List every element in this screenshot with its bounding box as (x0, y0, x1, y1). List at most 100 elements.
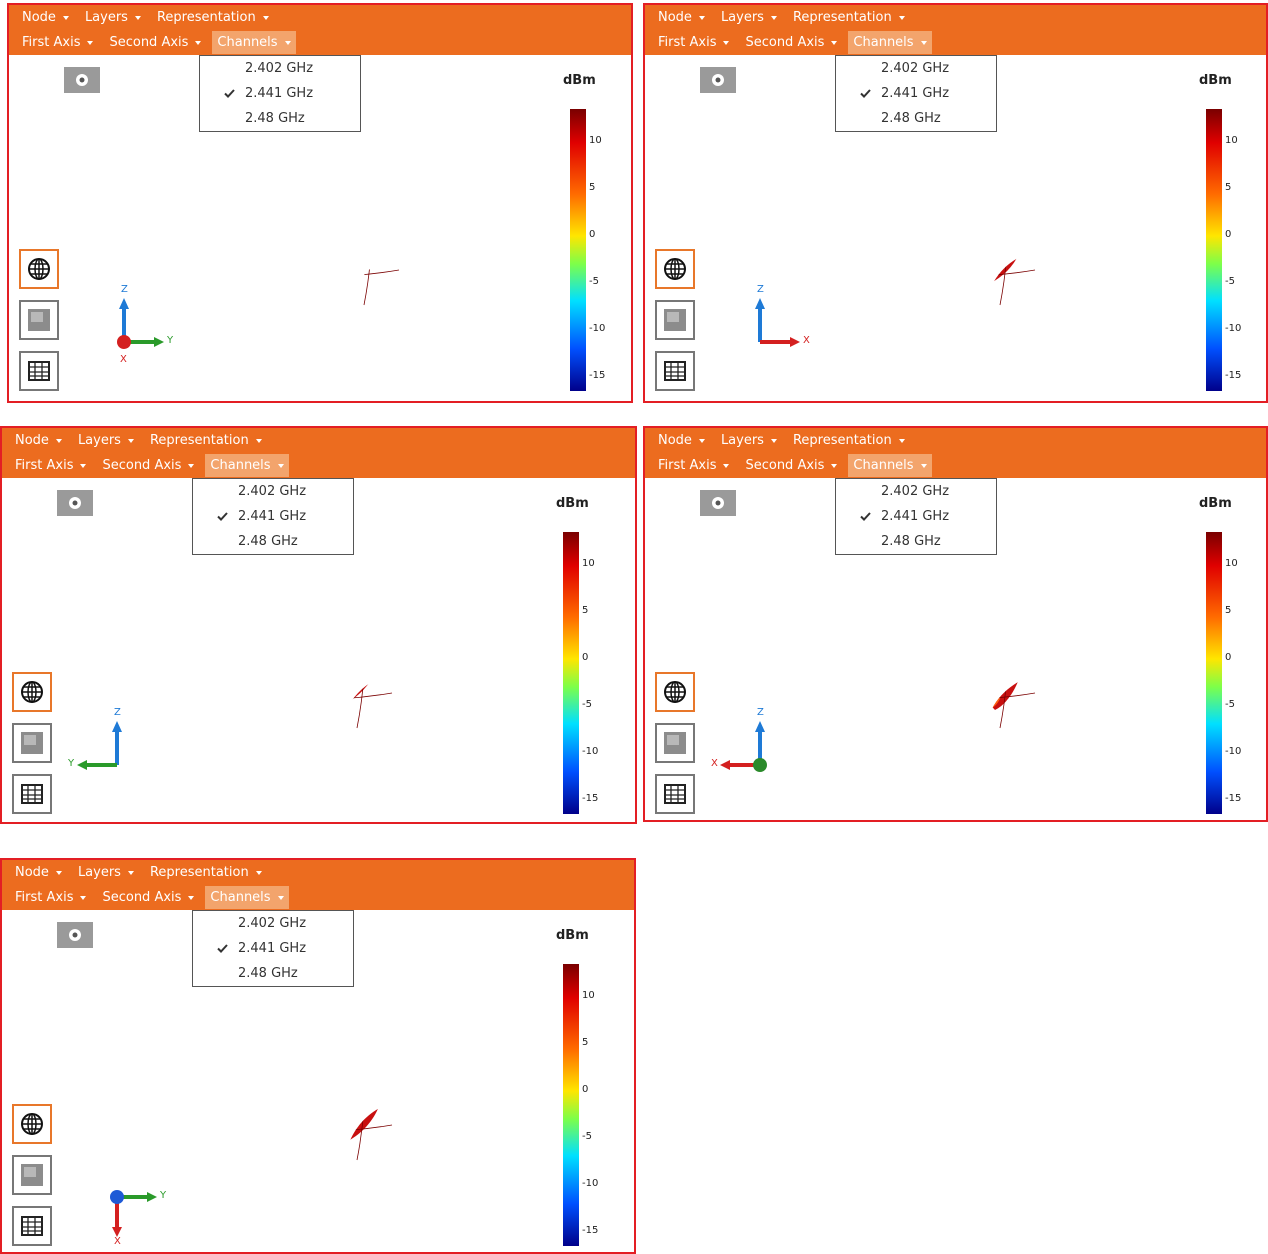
pattern-patch (316, 1080, 368, 1120)
surface-icon (20, 731, 44, 755)
table-button[interactable] (19, 351, 59, 391)
colorbar-tick: 10 (1225, 135, 1238, 146)
axis-label: Z (757, 284, 764, 295)
table-button[interactable] (12, 1206, 52, 1246)
surface-button[interactable] (655, 723, 695, 763)
menu-button[interactable]: Layers (716, 6, 782, 29)
channel-option[interactable]: 2.402 GHz (836, 479, 996, 504)
menu-button[interactable]: Second Axis (104, 31, 206, 54)
settings-button[interactable] (57, 490, 93, 516)
colorbar-tick: -10 (582, 746, 598, 757)
pattern-body (885, 582, 1025, 710)
menu-button[interactable]: Representation (788, 429, 910, 452)
globe-icon (663, 680, 687, 704)
gear-hole (73, 933, 78, 938)
settings-button[interactable] (700, 67, 736, 93)
settings-button[interactable] (700, 490, 736, 516)
menu-button[interactable]: Node (10, 861, 67, 884)
dropdown-arrow (263, 16, 269, 20)
colorbar-tick: -5 (582, 699, 592, 710)
menu-row: First Axis Second Axis Channels (653, 453, 938, 478)
settings-button[interactable] (64, 67, 100, 93)
menu-button[interactable]: First Axis (17, 31, 98, 54)
menu-label: Layers (78, 865, 121, 880)
surface-button[interactable] (655, 300, 695, 340)
table-button[interactable] (655, 774, 695, 814)
menu-label: Second Axis (745, 35, 824, 50)
menu-button[interactable]: Representation (145, 429, 267, 452)
menu-button[interactable]: Second Axis (740, 454, 842, 477)
table-button[interactable] (655, 351, 695, 391)
colorbar-tick: -5 (589, 276, 599, 287)
table-button[interactable] (12, 774, 52, 814)
menu-button[interactable]: Node (17, 6, 74, 29)
menu-button[interactable]: First Axis (653, 454, 734, 477)
channel-option[interactable]: 2.402 GHz (200, 56, 360, 81)
channel-option[interactable]: 2.48 GHz (836, 529, 996, 554)
menu-button[interactable]: Channels (212, 31, 295, 54)
globe-button[interactable] (655, 249, 695, 289)
menu-button[interactable]: Node (653, 6, 710, 29)
channel-option[interactable]: 2.48 GHz (200, 106, 360, 131)
menu-button[interactable]: Second Axis (97, 454, 199, 477)
globe-button[interactable] (12, 1104, 52, 1144)
surface-icon (20, 1163, 44, 1187)
globe-button[interactable] (19, 249, 59, 289)
menu-button[interactable]: Channels (205, 454, 288, 477)
menu-button[interactable]: Representation (788, 6, 910, 29)
menu-label: Layers (721, 433, 764, 448)
menu-button[interactable]: First Axis (10, 886, 91, 909)
mesh-line (977, 568, 981, 728)
mesh-line (334, 1000, 338, 1160)
menu-row: First Axis Second Axis Channels (10, 453, 295, 478)
check-mark (217, 512, 228, 521)
menu-button[interactable]: Channels (848, 31, 931, 54)
surface-button[interactable] (12, 723, 52, 763)
menu-label: First Axis (658, 458, 716, 473)
mesh-line (232, 596, 392, 603)
channel-option[interactable]: 2.48 GHz (836, 106, 996, 131)
axis-label: Y (167, 335, 173, 346)
surface-button[interactable] (12, 1155, 52, 1195)
menu-button[interactable]: Representation (145, 861, 267, 884)
channel-option[interactable]: 2.402 GHz (193, 911, 353, 936)
menu-button[interactable]: Representation (152, 6, 274, 29)
surface-button[interactable] (19, 300, 59, 340)
pattern-patch (246, 1050, 298, 1090)
dropdown-arrow (285, 41, 291, 45)
channel-option[interactable]: 2.441 GHz (836, 504, 996, 529)
channel-option[interactable]: 2.441 GHz (200, 81, 360, 106)
settings-button[interactable] (57, 922, 93, 948)
dropdown-arrow (256, 871, 262, 875)
channel-option[interactable]: 2.48 GHz (193, 529, 353, 554)
menu-button[interactable]: Node (10, 429, 67, 452)
globe-button[interactable] (12, 672, 52, 712)
channel-option[interactable]: 2.441 GHz (193, 936, 353, 961)
menu-button[interactable]: Channels (205, 886, 288, 909)
pattern-patch (899, 195, 951, 235)
menu-button[interactable]: Layers (716, 429, 782, 452)
menu-button[interactable]: First Axis (653, 31, 734, 54)
menu-label: Channels (853, 35, 913, 50)
menu-button[interactable]: Channels (848, 454, 931, 477)
menu-button[interactable]: Second Axis (740, 31, 842, 54)
menu-button[interactable]: Layers (80, 6, 146, 29)
channel-option[interactable]: 2.441 GHz (836, 81, 996, 106)
mesh-line (239, 200, 399, 203)
channel-option[interactable]: 2.402 GHz (193, 479, 353, 504)
menu-button[interactable]: First Axis (10, 454, 91, 477)
mesh-line (929, 145, 933, 305)
viewer-panel: Node Layers Representation First Axis Second… (0, 426, 637, 824)
dropdown-arrow (771, 439, 777, 443)
globe-button[interactable] (655, 672, 695, 712)
menu-label: Representation (150, 433, 249, 448)
menu-button[interactable]: Layers (73, 429, 139, 452)
channel-option[interactable]: 2.402 GHz (836, 56, 996, 81)
mesh-line (286, 568, 290, 728)
menu-button[interactable]: Node (653, 429, 710, 452)
menu-button[interactable]: Second Axis (97, 886, 199, 909)
table-icon (663, 782, 687, 806)
channel-option[interactable]: 2.48 GHz (193, 961, 353, 986)
menu-button[interactable]: Layers (73, 861, 139, 884)
channel-option[interactable]: 2.441 GHz (193, 504, 353, 529)
